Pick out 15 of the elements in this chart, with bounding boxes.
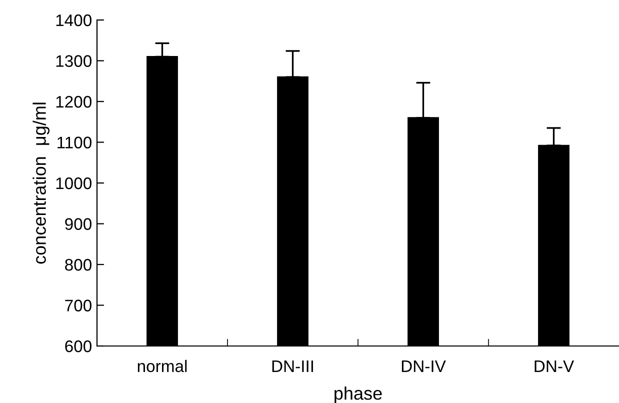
x-tick-label: DN-IV [402, 360, 446, 372]
y-tick-label: 1400 [56, 14, 92, 26]
y-tick-label: 1100 [58, 136, 92, 148]
x-axis-title: phase [334, 386, 382, 403]
y-tick-label: 900 [65, 218, 92, 230]
x-tick-label: DN-V [534, 360, 574, 372]
y-tick-label: 800 [65, 258, 92, 271]
x-tick-label: DN-III [272, 360, 313, 372]
y-tick-label: 1300 [56, 55, 92, 67]
y-tick-label: 1000 [56, 177, 92, 190]
y-tick-label: 700 [65, 300, 92, 312]
y-tick-label: 1200 [56, 96, 92, 108]
y-axis-title: concentration μg/ml [32, 102, 50, 264]
y-tick-label: 600 [65, 340, 92, 352]
x-tick-label: normal [138, 360, 187, 372]
